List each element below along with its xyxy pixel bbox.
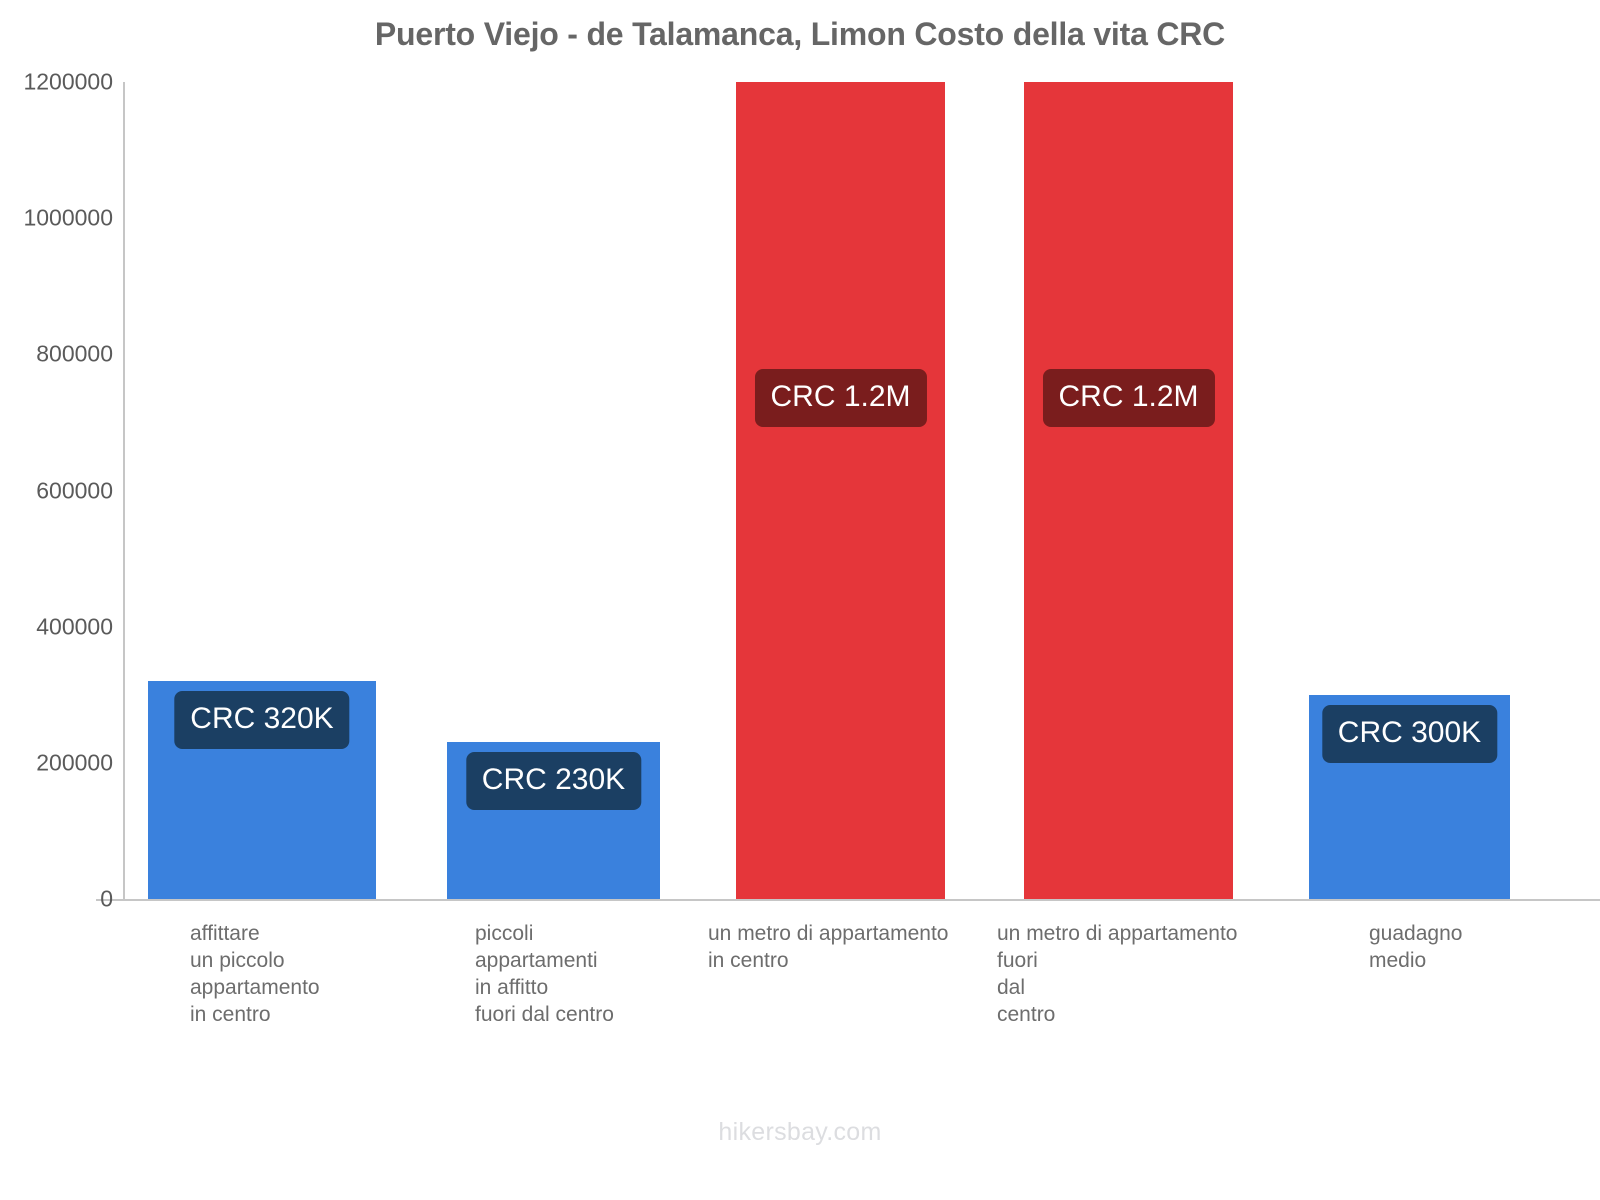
- x-axis-line: [96, 899, 1600, 901]
- y-axis-tick-label: 0: [100, 885, 113, 912]
- bar-value-label: CRC 1.2M: [754, 369, 927, 427]
- bar-column: CRC 300K: [1309, 82, 1510, 899]
- y-axis-line: [123, 82, 125, 899]
- y-axis-tick-label: 1000000: [23, 204, 113, 231]
- y-axis-tick-label: 800000: [36, 340, 113, 367]
- y-axis-tick-label: 400000: [36, 613, 113, 640]
- chart-title: Puerto Viejo - de Talamanca, Limon Costo…: [374, 16, 1226, 52]
- x-axis-category-label: un metro di appartamento fuori dal centr…: [997, 922, 1238, 1026]
- x-axis-category-label: guadagno medio: [1369, 922, 1463, 972]
- x-axis-category-label: affittare un piccolo appartamento in cen…: [190, 922, 320, 1026]
- bar-column: CRC 1.2M: [736, 82, 945, 899]
- bar-column: CRC 1.2M: [1024, 82, 1233, 899]
- bar-column: CRC 320K: [148, 82, 376, 899]
- bar-value-label: CRC 230K: [465, 752, 642, 811]
- bar[interactable]: [1024, 82, 1233, 899]
- y-axis-tick-label: 1200000: [23, 68, 113, 95]
- bar-value-label: CRC 320K: [174, 691, 350, 750]
- bar-value-label: CRC 300K: [1321, 704, 1498, 763]
- y-axis-tick-label: 200000: [36, 749, 113, 776]
- x-axis-category-label: un metro di appartamento in centro: [708, 922, 949, 972]
- bar-value-label: CRC 1.2M: [1042, 369, 1215, 427]
- y-axis-tick-label: 600000: [36, 477, 113, 503]
- plot-area: CRC 320K CRC 230K CRC 1.2M CRC 1.2M CRC 300K: [123, 82, 1543, 899]
- watermark: hikersbay.com: [718, 1118, 882, 1146]
- bar-column: CRC 230K: [447, 82, 660, 899]
- bar[interactable]: [736, 82, 945, 899]
- x-axis-category-label: piccoli appartamenti in affitto fuori da…: [475, 922, 614, 1026]
